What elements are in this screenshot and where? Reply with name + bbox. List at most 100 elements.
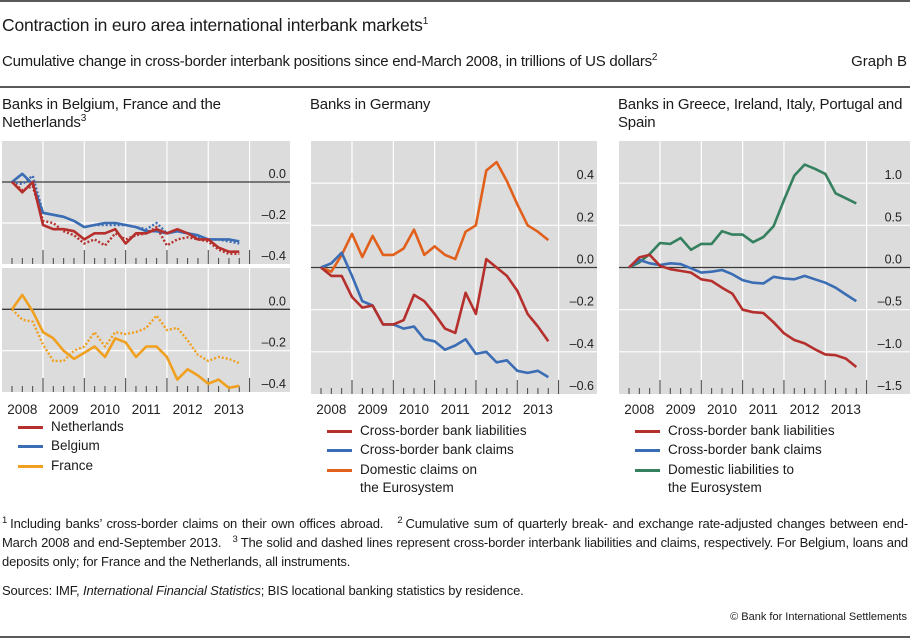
legend-label: Cross-border bank liabilities bbox=[360, 423, 527, 438]
footnote-marker: 2 bbox=[397, 514, 403, 526]
legend-label: Domestic liabilities to the Eurosystem bbox=[668, 461, 795, 495]
sources-publication: International Financial Statistics bbox=[82, 583, 261, 598]
panel-title-benelux-france: Banks in Belgium, France and the Netherl… bbox=[2, 96, 294, 132]
legend-swatch bbox=[18, 464, 43, 468]
legend-swatch bbox=[635, 468, 660, 472]
x-year-label: 2012 bbox=[790, 402, 820, 417]
legend-swatch bbox=[635, 449, 660, 453]
legend-label: Cross-border bank claims bbox=[668, 442, 822, 458]
y-tick-label: 0.4 bbox=[577, 168, 594, 182]
x-year-label: 2011 bbox=[132, 402, 161, 417]
legend-item-domestic: Domestic liabilities to the Eurosystem bbox=[635, 461, 835, 495]
legend-item-liabilities: Cross-border bank liabilities bbox=[635, 422, 835, 441]
legend-label: Belgium bbox=[51, 438, 100, 454]
charts-canvas: 0.0 –0.2 –0.4 0.0 –0.2 –0.4 2008 2009 2010 2011 20… bbox=[2, 141, 910, 417]
x-year-label: 2011 bbox=[749, 402, 778, 417]
series-line-solid bbox=[628, 253, 858, 369]
chart-panel-germany: 0.4 0.2 0.0 –0.2 –0.4 –0.6 bbox=[311, 141, 597, 394]
copyright-notice: © Bank for International Settlements bbox=[730, 611, 907, 623]
footnote-text: Cumulative sum of quarterly break- and e… bbox=[2, 516, 908, 550]
footnote-text: Including banks’ cross-border claims on … bbox=[10, 516, 384, 531]
graph-title-text: Contraction in euro area international i… bbox=[2, 15, 423, 35]
y-tick-label: 0.2 bbox=[577, 210, 594, 224]
legend-swatch bbox=[18, 426, 43, 429]
top-rule bbox=[0, 0, 910, 2]
chart-panel-giips: 1.0 0.5 0.0 –0.5 –1.0 –1.5 bbox=[619, 141, 910, 394]
series-line-dotted bbox=[11, 308, 240, 365]
series-line-solid bbox=[320, 160, 550, 274]
series-line-solid bbox=[11, 180, 240, 253]
legend-benelux-france: Netherlands Belgium France bbox=[18, 418, 124, 476]
graph-title: Contraction in euro area international i… bbox=[2, 15, 428, 36]
x-year-label: 2009 bbox=[49, 402, 79, 417]
graph-label: Graph B bbox=[851, 53, 907, 70]
sources-suffix: ; BIS locational banking statistics by r… bbox=[260, 583, 524, 598]
x-year-label: 2013 bbox=[831, 402, 861, 417]
y-tick-label: 0.0 bbox=[885, 253, 902, 267]
panel-title-text: Banks in Belgium, France and the Netherl… bbox=[2, 96, 221, 131]
series-line-solid bbox=[10, 293, 240, 390]
y-tick-label: –0.4 bbox=[570, 337, 594, 351]
chart-panel-benelux-bottom: 0.0 –0.2 –0.4 bbox=[2, 268, 290, 392]
legend-item-belgium: Belgium bbox=[18, 437, 124, 456]
footnote-marker: 1 bbox=[2, 514, 8, 526]
plot-background bbox=[2, 141, 290, 264]
x-year-label: 2008 bbox=[7, 402, 37, 417]
legend-item-liabilities: Cross-border bank liabilities bbox=[327, 422, 527, 441]
legend-item-netherlands: Netherlands bbox=[18, 418, 124, 437]
graph-title-footnote-marker: 1 bbox=[422, 16, 429, 28]
legend-label: France bbox=[51, 457, 94, 473]
legend-item-claims: Cross-border bank claims bbox=[635, 441, 835, 460]
y-tick-label: 0.0 bbox=[269, 167, 286, 181]
legend-swatch bbox=[327, 449, 352, 453]
panel-title-text: Banks in Germany bbox=[310, 96, 431, 113]
legend-label: Cross-border bank claims bbox=[360, 442, 514, 458]
legend-swatch bbox=[327, 468, 352, 472]
panel-title-footnote-marker: 3 bbox=[80, 113, 87, 124]
x-year-label: 2011 bbox=[441, 402, 470, 417]
x-year-label: 2010 bbox=[90, 402, 120, 417]
legend-item-france: France bbox=[18, 457, 124, 476]
header-rule bbox=[0, 86, 910, 88]
y-tick-label: –0.2 bbox=[570, 295, 594, 309]
y-tick-label: 0.0 bbox=[269, 294, 286, 308]
graph-subtitle-footnote-marker: 2 bbox=[651, 52, 658, 63]
sources-note: Sources: IMF, International Financial St… bbox=[2, 583, 524, 598]
legend-swatch bbox=[18, 445, 43, 449]
y-tick-label: 1.0 bbox=[885, 168, 902, 182]
y-tick-label: 0.5 bbox=[885, 210, 902, 224]
x-year-label: 2009 bbox=[666, 402, 696, 417]
x-year-label: 2010 bbox=[707, 402, 737, 417]
plot-background bbox=[2, 268, 290, 392]
bottom-rule bbox=[0, 636, 910, 638]
legend-swatch bbox=[635, 430, 660, 433]
series-line-solid bbox=[320, 257, 550, 343]
y-tick-label: –1.0 bbox=[878, 337, 902, 351]
panel-title-giips: Banks in Greece, Ireland, Italy, Portuga… bbox=[618, 96, 910, 132]
footnote-text: The solid and dashed lines represent cro… bbox=[2, 535, 908, 569]
legend-label: Domestic claims on the Eurosystem bbox=[360, 461, 478, 495]
legend-germany: Cross-border bank liabilities Cross-bord… bbox=[327, 422, 527, 495]
footnotes: 1 Including banks’ cross-border claims on… bbox=[2, 514, 908, 571]
y-tick-label: –1.5 bbox=[878, 379, 902, 393]
x-year-label: 2008 bbox=[316, 402, 346, 417]
graph-subtitle-text: Cumulative change in cross-border interb… bbox=[2, 53, 652, 70]
panel-title-germany: Banks in Germany bbox=[310, 96, 602, 114]
y-tick-label: –0.4 bbox=[262, 249, 286, 263]
panel-title-text: Banks in Greece, Ireland, Italy, Portuga… bbox=[618, 96, 903, 131]
chart-panel-benelux-top: 0.0 –0.2 –0.4 bbox=[2, 141, 290, 264]
y-tick-label: –0.2 bbox=[262, 336, 286, 350]
x-year-label: 2013 bbox=[523, 402, 553, 417]
x-year-label: 2010 bbox=[399, 402, 429, 417]
legend-item-claims: Cross-border bank claims bbox=[327, 441, 527, 460]
legend-swatch bbox=[327, 430, 352, 433]
graph-subtitle: Cumulative change in cross-border interb… bbox=[2, 52, 658, 71]
legend-giips: Cross-border bank liabilities Cross-bord… bbox=[635, 422, 835, 495]
footnote-marker: 3 bbox=[232, 533, 238, 545]
x-year-label: 2008 bbox=[624, 402, 654, 417]
y-tick-label: 0.0 bbox=[577, 253, 594, 267]
x-year-label: 2013 bbox=[214, 402, 244, 417]
sources-prefix: Sources: IMF, bbox=[2, 583, 83, 598]
legend-label: Netherlands bbox=[51, 419, 124, 434]
legend-item-domestic: Domestic claims on the Eurosystem bbox=[327, 461, 527, 495]
